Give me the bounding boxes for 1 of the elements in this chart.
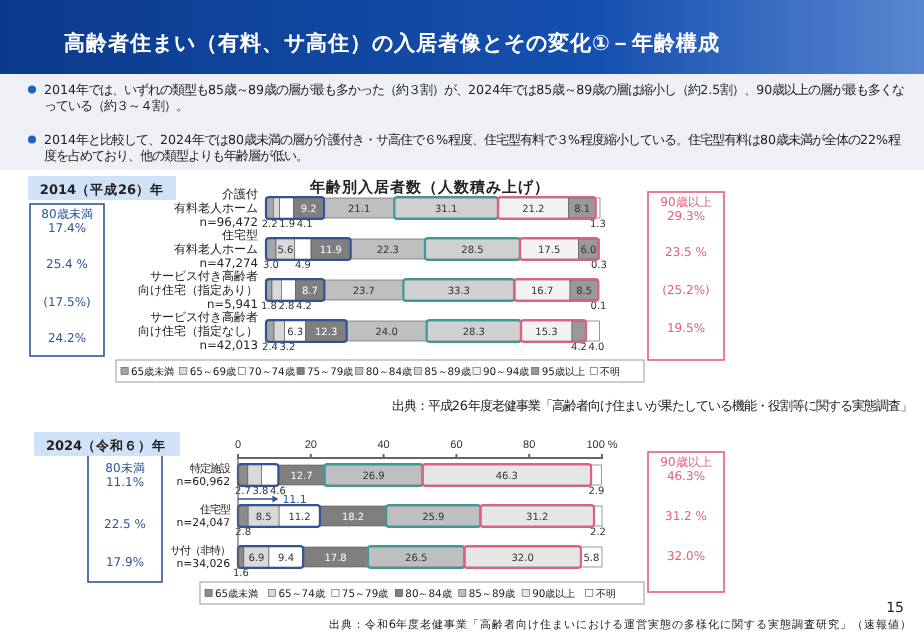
text: 高齢者住まい（有料、サ高住）の入居者像とその変化①－年齢構成 [64,30,720,56]
